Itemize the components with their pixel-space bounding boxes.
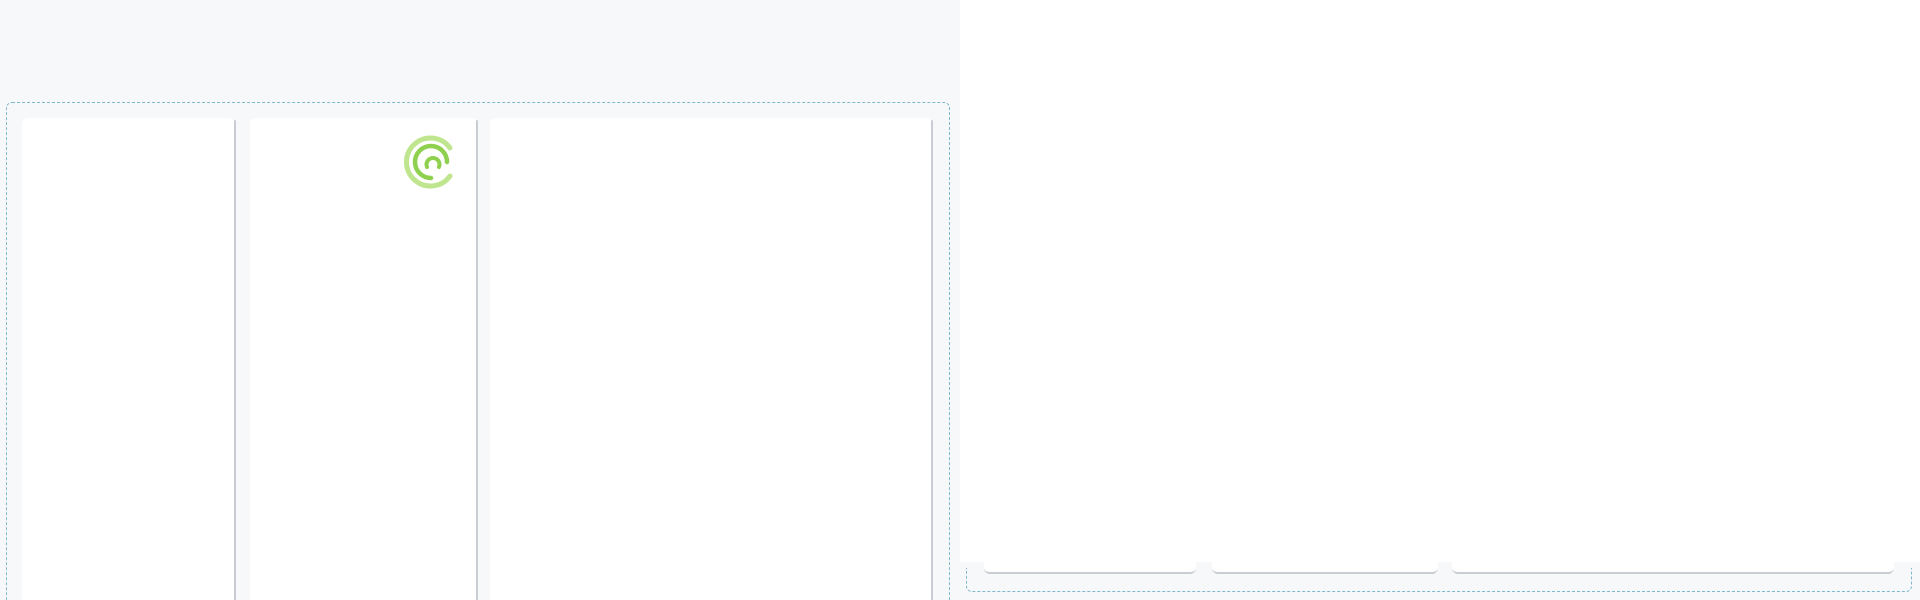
concentric-arcs-logo-icon [404, 135, 453, 189]
dock-column-2[interactable] [1212, 562, 1438, 574]
layout-column-3[interactable] [490, 118, 932, 600]
column-resize-handle-3[interactable] [931, 120, 933, 600]
layout-dropzone[interactable] [6, 102, 950, 600]
column-resize-handle-1[interactable] [234, 120, 236, 600]
bottom-dropzone[interactable] [966, 568, 1912, 592]
layout-column-2[interactable] [250, 118, 478, 600]
dock-column-1[interactable] [984, 562, 1196, 574]
dock-column-3[interactable] [1452, 562, 1894, 574]
layout-column-1[interactable] [22, 118, 235, 600]
brand-logo [404, 134, 460, 190]
column-resize-handle-2[interactable] [476, 120, 478, 600]
preview-pane [960, 0, 1920, 600]
